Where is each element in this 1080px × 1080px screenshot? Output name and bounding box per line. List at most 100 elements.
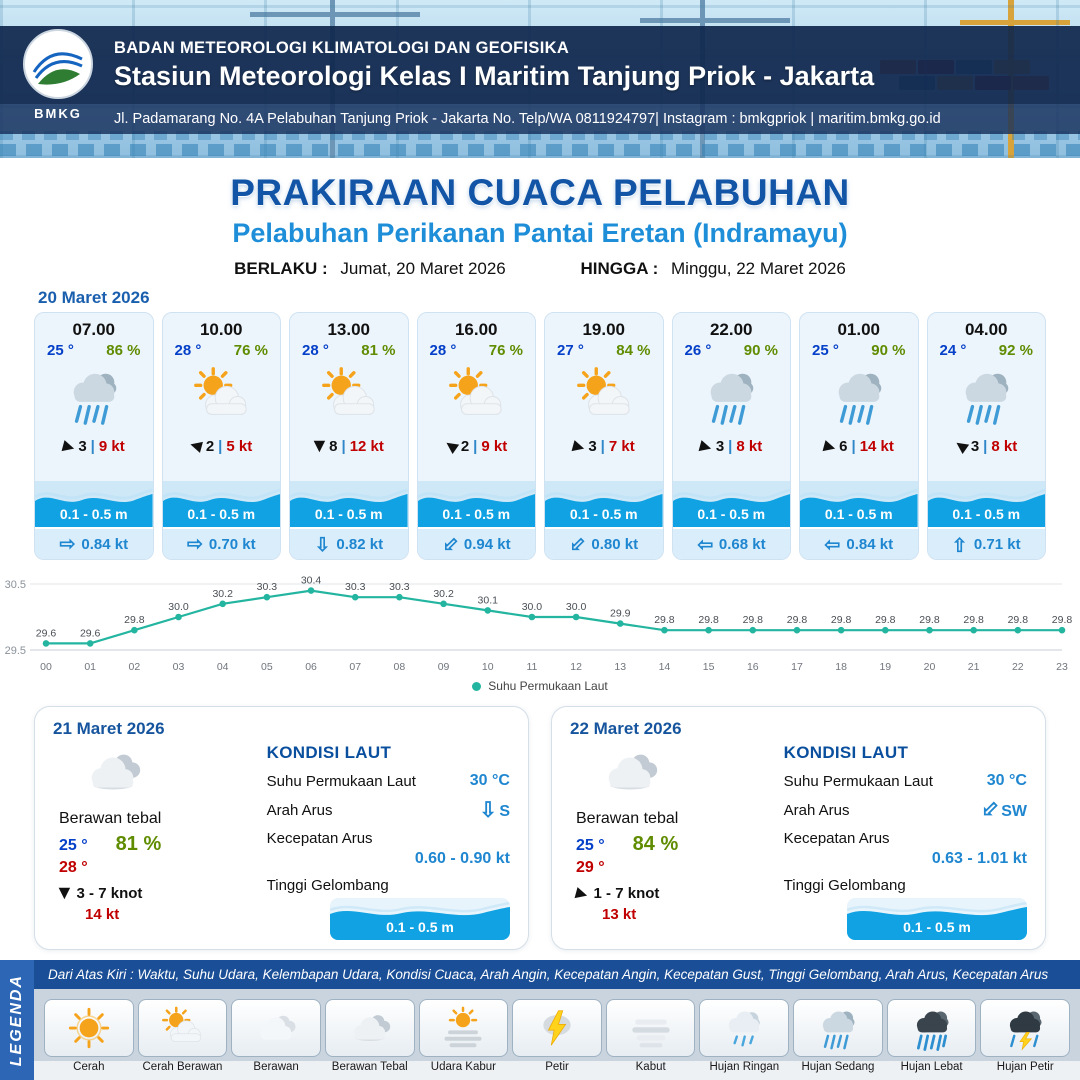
current-direction-icon: ⇨ [436,530,463,558]
legend-item: Hujan Petir [980,999,1071,1080]
current-direction-icon: ⇨ [975,795,1004,824]
forecast-time: 22.00 [709,320,753,339]
gust-speed: 8 kt [736,437,763,455]
weather-icon [418,359,536,433]
wave-height: 0.1 - 0.5 m [569,506,638,522]
legend-icon-box [231,999,321,1057]
wind-row: ▶ 3 | 8 kt [928,433,1046,459]
wind-gust-separator: | [983,437,988,455]
forecast-time: 13.00 [327,320,371,339]
legend-icon-box [44,999,134,1057]
current-direction-value: S [499,803,510,820]
temp-humidity-row: 27 ° 84 % [545,340,663,359]
legend-item: Hujan Sedang [793,999,883,1080]
legend-icon-box [980,999,1071,1057]
wave-height: 0.1 - 0.5 m [314,506,383,522]
temp-humidity-row: 24 ° 92 % [928,340,1046,359]
wind-direction-icon: ▶ [56,887,74,900]
temp-humidity-row: 28 ° 76 % [418,340,536,359]
current-speed: 0.94 kt [463,535,511,553]
svg-text:12: 12 [570,661,582,673]
bmkg-logo-icon [23,29,93,99]
svg-text:30.1: 30.1 [478,594,499,606]
legend-icon-box [137,999,228,1057]
svg-text:30.2: 30.2 [212,588,233,600]
forecast-time: 01.00 [837,320,881,339]
svg-text:30.2: 30.2 [433,588,454,600]
current-direction-icon: ⇨ [59,533,76,555]
humidity: 81 % [115,833,162,855]
current-speed: 0.68 kt [718,535,766,553]
gust-speed: 7 kt [608,437,635,455]
svg-text:00: 00 [40,661,52,673]
hourly-forecast-card: 13.00 28 ° 81 % ▶ 8 | 12 kt 0.1 - 0.5 m … [289,312,409,560]
legend-item-label: Cerah Berawan [142,1061,223,1073]
wind-speed: 6 [839,437,848,455]
legend-item: Berawan [231,999,321,1080]
air-temperature: 24 ° [939,342,967,359]
sst-value: 30 °C [469,772,510,789]
forecast-time: 07.00 [72,320,116,339]
wind-gust-separator: | [728,437,733,455]
address-bar: Jl. Padamarang No. 4A Pelabuhan Tanjung … [0,104,1080,134]
wave-height-band: 0.1 - 0.5 m [290,481,408,527]
air-temperature: 27 ° [557,342,584,359]
header: BADAN METEOROLOGI KLIMATOLOGI DAN GEOFIS… [0,0,1080,158]
humidity: 76 % [233,342,268,359]
legend-tab-label: LEGENDA [8,973,25,1067]
forecast-time: 04.00 [964,320,1008,339]
legend-items-row: Cerah Cerah Berawan Berawan Berawan Teba… [34,989,1080,1080]
svg-text:15: 15 [703,661,715,673]
hourly-date-label: 20 Maret 2026 [38,288,150,307]
wind-direction-icon: ▶ [573,883,590,904]
svg-text:20: 20 [924,661,936,673]
legend-icon-box [886,999,977,1057]
current-speed: 0.70 kt [208,535,256,553]
current-direction-icon: ⇨ [564,530,591,558]
svg-text:30.0: 30.0 [522,601,543,613]
wind-speed: 3 [588,437,597,455]
wave-height: 0.1 - 0.5 m [59,506,128,522]
legend-main: Dari Atas Kiri : Waktu, Suhu Udara, Kele… [34,960,1080,1080]
hourly-forecast-card: 22.00 26 ° 90 % ▶ 3 | 8 kt 0.1 - 0.5 m ⇨… [671,312,791,560]
temp-humidity-row: 28 ° 81 % [290,340,408,359]
legend-item: Hujan Lebat [886,999,977,1080]
legend-description: Dari Atas Kiri : Waktu, Suhu Udara, Kele… [34,960,1080,989]
current-speed: 0.80 kt [591,535,639,553]
legend-item: Kabut [605,999,696,1080]
wind-row: ▶ 6 | 14 kt [800,433,918,459]
daily-weather-column: Berawan tebal 25 ° 84 % 29 ° ▶ 1 - 7 kno… [570,741,776,940]
wave-height-band: 0.1 - 0.5 m [927,481,1045,527]
svg-text:05: 05 [261,661,273,673]
legend-item-label: Hujan Lebat [900,1061,963,1073]
title-section: PRAKIRAAN CUACA PELABUHAN Pelabuhan Peri… [0,158,1080,288]
sea-conditions-title: KONDISI LAUT [783,743,909,762]
weather-icon [545,359,663,433]
svg-text:30.3: 30.3 [389,581,410,593]
wind-speed: 3 [970,437,980,455]
temp-humidity-row: 25 ° 86 % [35,340,153,359]
valid-until-label: HINGGA : [580,259,659,278]
weather-icon [928,359,1046,433]
svg-text:29.8: 29.8 [875,614,896,626]
hourly-forecast-card: 19.00 27 ° 84 % ▶ 3 | 7 kt 0.1 - 0.5 m ⇨… [544,312,664,560]
air-temperature: 28 ° [429,342,457,359]
wave-height: 0.1 - 0.5 m [824,506,893,522]
wave-height-box: 0.1 - 0.5 m [329,898,510,940]
svg-text:22: 22 [1012,661,1024,673]
current-direction-icon: ⇨ [476,800,500,819]
legend-item-label: Petir [545,1061,569,1073]
wave-height-band: 0.1 - 0.5 m [545,481,663,527]
svg-text:29.8: 29.8 [698,614,719,626]
daily-weather-column: Berawan tebal 25 ° 81 % 28 ° ▶ 3 - 7 kno… [53,741,259,940]
daily-card: 22 Maret 2026 Berawan tebal 25 ° 84 % 29… [551,706,1046,950]
weather-icon [66,1005,112,1051]
forecast-time: 16.00 [454,320,498,339]
svg-text:07: 07 [349,661,361,673]
wind-direction-icon: ▶ [188,436,204,456]
weather-icon [35,359,153,433]
weather-icon [163,359,281,433]
wind-gust-separator: | [90,437,95,455]
wave-height-label: Tinggi Gelombang [266,877,389,894]
sst-chart-section: 30.5 29.5 29.6 00 29.6 01 29.8 02 30.0 03 30.2 04 30… [0,566,1080,698]
